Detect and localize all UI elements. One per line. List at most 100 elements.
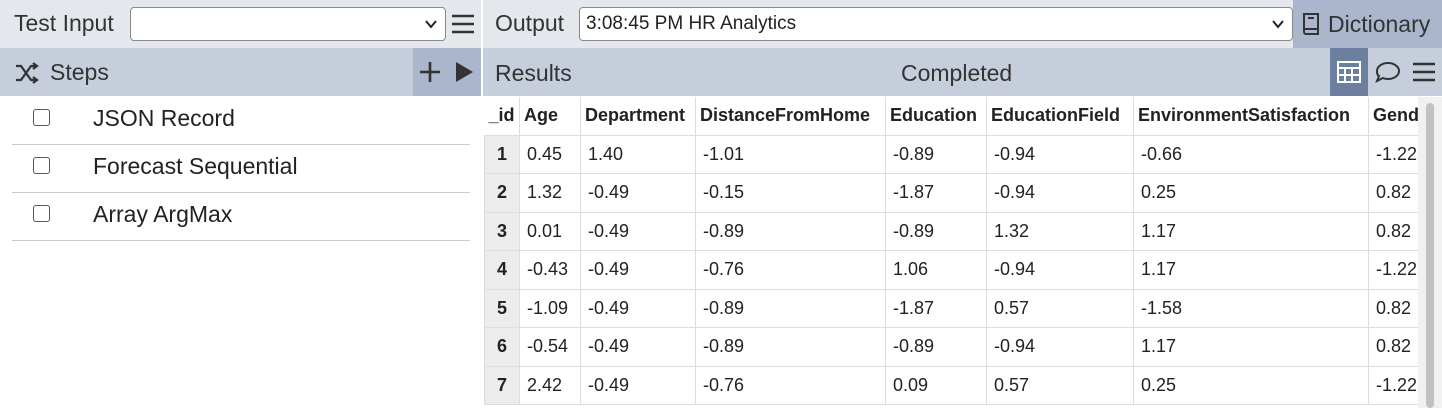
cell: 1.17	[1133, 211, 1369, 251]
cell: 0.82	[1368, 211, 1418, 251]
results-status: Completed	[901, 60, 1013, 86]
table-row: 4 -0.43 -0.49 -0.76 1.06 -0.94 1.17 -1.22	[484, 250, 1418, 290]
run-button[interactable]	[453, 61, 475, 83]
cell: -1.58	[1133, 288, 1369, 328]
cell: 0.82	[1368, 288, 1418, 328]
cell: 0.45	[519, 134, 581, 174]
column-header[interactable]: EducationField	[986, 97, 1134, 135]
table-view-button[interactable]	[1330, 48, 1368, 96]
cell: -0.15	[695, 173, 886, 213]
step-checkbox[interactable]	[33, 157, 50, 174]
cell: -0.89	[695, 327, 886, 367]
cell: 1.40	[580, 134, 696, 174]
cell: -0.89	[885, 211, 987, 251]
scrollbar[interactable]	[1418, 97, 1442, 408]
shuffle-icon	[16, 62, 39, 84]
step-row: Array ArgMax	[12, 193, 470, 241]
cell: -0.76	[695, 250, 886, 290]
cell: 1.32	[986, 211, 1134, 251]
table-row: 6 -0.54 -0.49 -0.89 -0.89 -0.94 1.17 0.82	[484, 327, 1418, 367]
chat-view-button[interactable]	[1375, 61, 1401, 83]
cell: 1.32	[519, 173, 581, 213]
row-id: 4	[484, 250, 520, 290]
step-checkbox[interactable]	[33, 109, 50, 126]
cell: 0.25	[1133, 365, 1369, 405]
cell: -0.49	[580, 250, 696, 290]
table-row: 7 2.42 -0.49 -0.76 0.09 0.57 0.25 -1.22	[484, 365, 1418, 405]
cell: -0.49	[580, 327, 696, 367]
step-actions	[413, 48, 481, 96]
step-label: JSON Record	[93, 105, 235, 131]
cell: 1.06	[885, 250, 987, 290]
dictionary-button[interactable]: Dictionary	[1293, 0, 1442, 48]
cell: 0.57	[986, 288, 1134, 328]
output-value: 3:08:45 PM HR Analytics	[586, 13, 797, 34]
cell: 0.01	[519, 211, 581, 251]
cell: -1.09	[519, 288, 581, 328]
chevron	[425, 20, 437, 29]
results-table: _id Age Department DistanceFromHome Educatio…	[484, 97, 1418, 408]
test-input-label: Test Input	[14, 10, 114, 36]
column-header[interactable]: _id	[484, 97, 520, 135]
steps-header: Steps	[0, 48, 481, 96]
row-id: 5	[484, 288, 520, 328]
book-icon	[1303, 13, 1319, 35]
cell: 1.17	[1133, 327, 1369, 367]
step-label: Array ArgMax	[93, 201, 233, 227]
test-input-select[interactable]	[130, 7, 446, 41]
column-header[interactable]: Education	[885, 97, 987, 135]
cell: -1.01	[695, 134, 886, 174]
column-header[interactable]: EnvironmentSatisfaction	[1133, 97, 1369, 135]
cell: 2.42	[519, 365, 581, 405]
cell: -0.89	[695, 288, 886, 328]
column-header[interactable]: Age	[519, 97, 581, 135]
cell: -0.49	[580, 173, 696, 213]
column-header[interactable]: DistanceFromHome	[695, 97, 886, 135]
cell: -0.89	[885, 134, 987, 174]
cell: 0.25	[1133, 173, 1369, 213]
cell: -0.89	[695, 211, 886, 251]
output-bar: Output 3:08:45 PM HR Analytics Dictionar…	[483, 0, 1442, 48]
cell: -0.49	[580, 365, 696, 405]
row-id: 3	[484, 211, 520, 251]
cell: -1.22	[1368, 365, 1418, 405]
cell: -0.49	[580, 211, 696, 251]
table-icon	[1337, 61, 1361, 83]
steps-list: JSON Record Forecast Sequential Array ArgM…	[12, 97, 470, 241]
cell: -0.43	[519, 250, 581, 290]
cell: 0.82	[1368, 327, 1418, 367]
test-input-bar: Test Input	[0, 0, 481, 48]
chevron	[1272, 20, 1284, 29]
cell: 0.82	[1368, 173, 1418, 213]
results-title: Results	[495, 60, 572, 86]
cell: -0.76	[695, 365, 886, 405]
menu-button[interactable]	[450, 12, 476, 36]
row-id: 1	[484, 134, 520, 174]
add-step-button[interactable]	[419, 61, 441, 83]
column-header[interactable]: Department	[580, 97, 696, 135]
menu-button[interactable]	[1411, 61, 1437, 83]
step-checkbox[interactable]	[33, 205, 50, 222]
output-select[interactable]: 3:08:45 PM HR Analytics	[579, 7, 1293, 41]
cell: -0.94	[986, 134, 1134, 174]
cell: -0.94	[986, 173, 1134, 213]
output-label: Output	[495, 10, 565, 36]
table-row: 1 0.45 1.40 -1.01 -0.89 -0.94 -0.66 -1.22	[484, 134, 1418, 174]
cell: -0.94	[986, 250, 1134, 290]
cell: -0.89	[885, 327, 987, 367]
cell: 0.57	[986, 365, 1134, 405]
cell: -1.87	[885, 173, 987, 213]
step-row: JSON Record	[12, 97, 470, 145]
column-header[interactable]: Gender	[1368, 97, 1418, 135]
step-row: Forecast Sequential	[12, 145, 470, 193]
table-row: 3 0.01 -0.49 -0.89 -0.89 1.32 1.17 0.82	[484, 211, 1418, 251]
row-id: 7	[484, 365, 520, 405]
cell: -0.66	[1133, 134, 1369, 174]
cell: -1.87	[885, 288, 987, 328]
row-id: 6	[484, 327, 520, 367]
dictionary-label: Dictionary	[1328, 11, 1431, 37]
table-row: 2 1.32 -0.49 -0.15 -1.87 -0.94 0.25 0.82	[484, 173, 1418, 213]
cell: -0.94	[986, 327, 1134, 367]
